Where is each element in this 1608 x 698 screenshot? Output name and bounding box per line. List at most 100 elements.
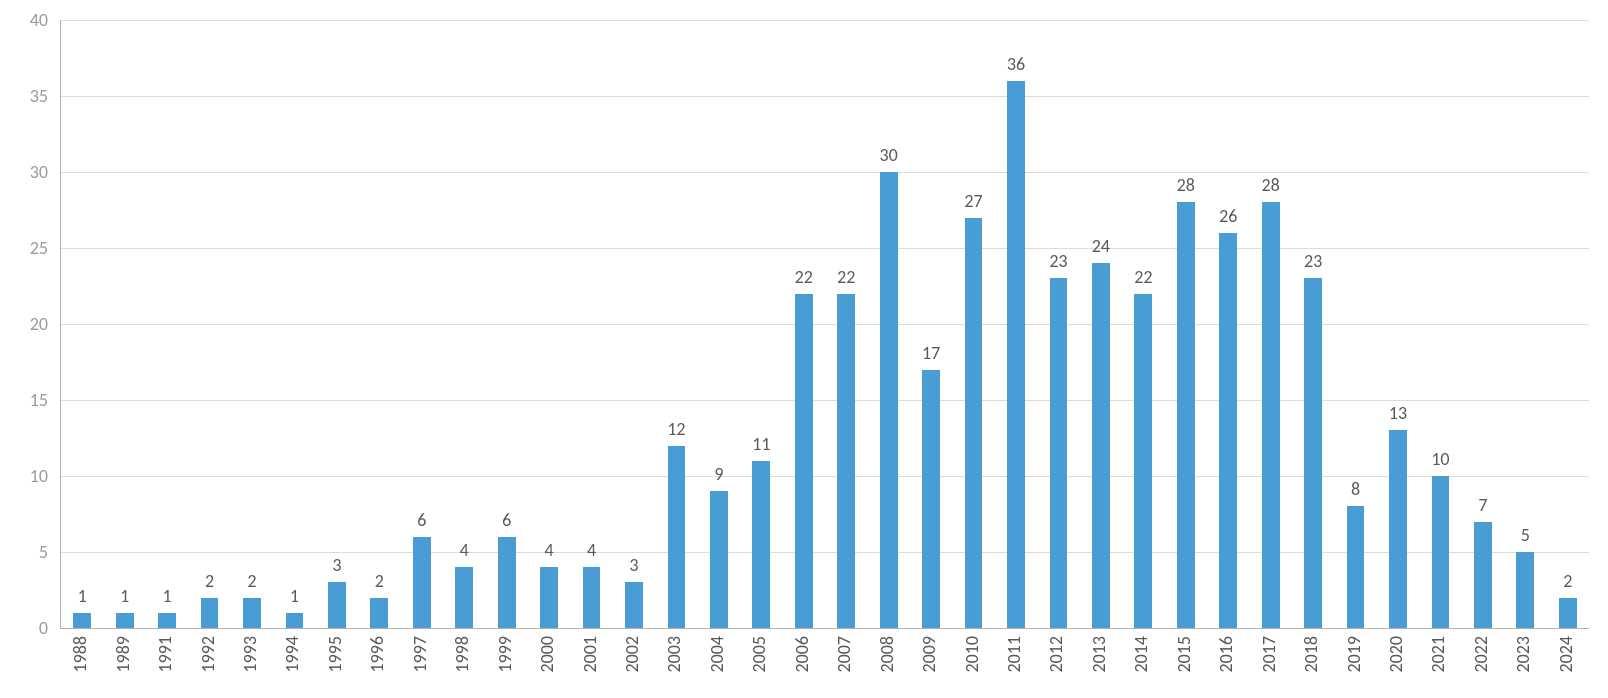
bar xyxy=(1432,476,1450,628)
bar-value-label: 22 xyxy=(1134,266,1152,288)
bar-slot: 61997 xyxy=(401,20,443,628)
bar xyxy=(1389,430,1407,628)
bar-value-label: 23 xyxy=(1049,250,1067,272)
bar-slot: 282015 xyxy=(1165,20,1207,628)
x-tick-label: 1989 xyxy=(112,636,134,673)
x-tick-label: 2005 xyxy=(748,636,770,673)
bar xyxy=(1516,552,1534,628)
bar-value-label: 22 xyxy=(837,266,855,288)
x-tick-label: 2012 xyxy=(1045,636,1067,673)
bar-slot: 222007 xyxy=(825,20,867,628)
bar-value-label: 12 xyxy=(667,418,685,440)
bar-slot: 242013 xyxy=(1080,20,1122,628)
bar-slot: 102021 xyxy=(1419,20,1461,628)
x-tick-label: 1993 xyxy=(239,636,261,673)
bar-value-label: 4 xyxy=(545,539,554,561)
y-tick-label: 0 xyxy=(8,617,48,639)
bar-value-label: 17 xyxy=(922,342,940,364)
bar-value-label: 3 xyxy=(629,554,638,576)
bar xyxy=(286,613,304,628)
x-tick-label: 2015 xyxy=(1173,636,1195,673)
bar-value-label: 1 xyxy=(78,585,87,607)
x-tick-label: 2018 xyxy=(1300,636,1322,673)
bar xyxy=(413,537,431,628)
bar-value-label: 5 xyxy=(1521,524,1530,546)
x-tick-label: 2001 xyxy=(579,636,601,673)
bar-slot: 92004 xyxy=(698,20,740,628)
bar-slot: 21992 xyxy=(188,20,230,628)
bar-value-label: 4 xyxy=(460,539,469,561)
bar xyxy=(837,294,855,628)
bar xyxy=(752,461,770,628)
x-tick-label: 1998 xyxy=(451,636,473,673)
bar-slot: 172009 xyxy=(910,20,952,628)
bar xyxy=(965,218,983,628)
bar-slot: 61999 xyxy=(485,20,527,628)
bar xyxy=(625,582,643,628)
bar xyxy=(1474,522,1492,628)
bar-value-label: 11 xyxy=(752,433,770,455)
x-tick-label: 2019 xyxy=(1343,636,1365,673)
bar-slot: 11989 xyxy=(103,20,145,628)
x-tick-label: 2004 xyxy=(706,636,728,673)
bar-value-label: 2 xyxy=(375,570,384,592)
bar-slot: 122003 xyxy=(655,20,697,628)
bar xyxy=(540,567,558,628)
bar-value-label: 30 xyxy=(880,144,898,166)
bar-slot: 362011 xyxy=(995,20,1037,628)
bars-container: 1198811989119912199221993119943199521996… xyxy=(61,20,1589,628)
y-tick-label: 35 xyxy=(8,85,48,107)
bar xyxy=(73,613,91,628)
x-tick-label: 2014 xyxy=(1130,636,1152,673)
bar-value-label: 2 xyxy=(247,570,256,592)
bar xyxy=(1219,233,1237,628)
bar-slot: 232012 xyxy=(1037,20,1079,628)
bar xyxy=(328,582,346,628)
bar xyxy=(668,446,686,628)
bar-value-label: 6 xyxy=(417,509,426,531)
bar-slot: 282017 xyxy=(1249,20,1291,628)
bar-value-label: 23 xyxy=(1304,250,1322,272)
x-tick-label: 2013 xyxy=(1088,636,1110,673)
x-tick-label: 2009 xyxy=(918,636,940,673)
x-tick-label: 1994 xyxy=(281,636,303,673)
bar-value-label: 7 xyxy=(1478,494,1487,516)
bar xyxy=(370,598,388,628)
bar-value-label: 1 xyxy=(120,585,129,607)
bar-slot: 232018 xyxy=(1292,20,1334,628)
bar xyxy=(710,491,728,628)
y-tick-label: 10 xyxy=(8,465,48,487)
bar-slot: 21993 xyxy=(231,20,273,628)
x-tick-label: 1996 xyxy=(366,636,388,673)
x-tick-label: 2011 xyxy=(1003,636,1025,673)
bar xyxy=(1177,202,1195,628)
x-tick-label: 1999 xyxy=(494,636,516,673)
bar-value-label: 8 xyxy=(1351,478,1360,500)
bar-slot: 82019 xyxy=(1334,20,1376,628)
bar xyxy=(880,172,898,628)
x-tick-label: 2016 xyxy=(1215,636,1237,673)
x-tick-label: 2000 xyxy=(536,636,558,673)
plot-area: 1198811989119912199221993119943199521996… xyxy=(60,20,1589,629)
x-tick-label: 2024 xyxy=(1555,636,1577,673)
x-tick-label: 2017 xyxy=(1258,636,1280,673)
x-tick-label: 2006 xyxy=(791,636,813,673)
bar-chart: 1198811989119912199221993119943199521996… xyxy=(0,0,1608,698)
bar-value-label: 2 xyxy=(1563,570,1572,592)
bar-slot: 22024 xyxy=(1547,20,1589,628)
bar-slot: 72022 xyxy=(1462,20,1504,628)
bar xyxy=(795,294,813,628)
bar-value-label: 13 xyxy=(1389,402,1407,424)
bar xyxy=(1134,294,1152,628)
bar xyxy=(1347,506,1365,628)
bar xyxy=(158,613,176,628)
x-tick-label: 2003 xyxy=(663,636,685,673)
bar-slot: 31995 xyxy=(316,20,358,628)
bar-value-label: 26 xyxy=(1219,205,1237,227)
bar-slot: 52023 xyxy=(1504,20,1546,628)
bar xyxy=(243,598,261,628)
x-tick-label: 2002 xyxy=(621,636,643,673)
y-tick-label: 25 xyxy=(8,237,48,259)
bar xyxy=(583,567,601,628)
x-tick-label: 1991 xyxy=(154,636,176,673)
